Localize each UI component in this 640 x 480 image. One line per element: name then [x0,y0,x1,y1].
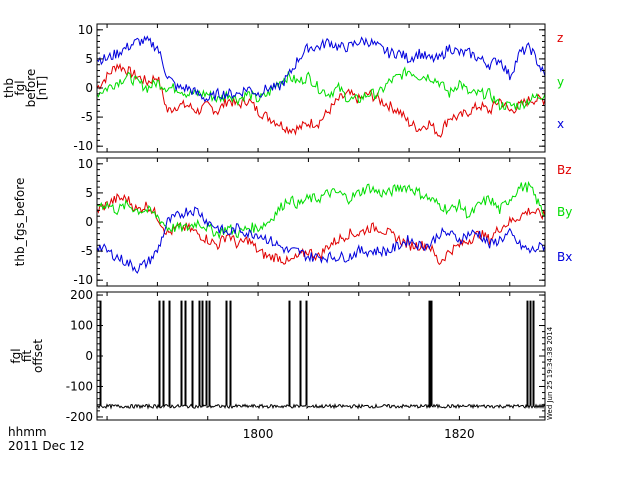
y-axis-label-bottom: fgl [9,348,23,363]
y-tick-label: -200 [66,410,93,424]
legend-item-By: By [557,205,572,219]
y-tick-label: 5 [85,52,93,66]
date-label: 2011 Dec 12 [8,439,85,453]
series-line-middle-By [96,180,546,240]
y-tick-label: 0 [85,215,93,229]
y-tick-label: 10 [78,157,93,171]
y-tick-label: -100 [66,379,93,393]
y-tick-label: 200 [70,288,93,302]
y-tick-label: -5 [81,244,93,258]
y-tick-label: -10 [73,139,93,153]
y-axis-label-top: before [24,69,38,108]
series-line-middle-Bx [96,206,546,274]
y-tick-label: 0 [85,349,93,363]
legend-item-x: x [557,117,564,131]
timestamp-label: Wed Jun 25 19:34:38 2014 [546,326,554,420]
y-tick-label: 100 [70,319,93,333]
y-axis-label-top: [nT] [35,76,49,100]
y-tick-label: 5 [85,186,93,200]
series-line-top-z [96,62,546,138]
legend-item-Bx: Bx [557,250,572,264]
y-tick-label: -5 [81,110,93,124]
y-tick-label: 10 [78,23,93,37]
series-line-bottom-0 [96,300,546,410]
legend-item-y: y [557,75,564,89]
series-line-middle-Bz [96,193,546,266]
y-axis-label-bottom: offset [31,339,45,373]
plot-frame-middle [96,157,546,287]
legend-item-Bz: Bz [557,163,572,177]
time-format-label: hhmm [8,425,47,439]
y-tick-label: -10 [73,273,93,287]
series-line-top-y [96,66,546,111]
series-line-top-x [96,35,546,103]
legend-item-z: z [557,31,563,45]
panel-middle: -10 -5 0 5 10 thb_fgs_before Bz By Bx [13,157,572,287]
x-tick-label: 1800 [243,427,274,441]
y-axis-label-middle: thb_fgs_before [13,178,27,267]
x-tick-label: 1820 [444,427,475,441]
y-axis-label-top: thb [2,78,16,98]
y-axis-label-top: fgl [13,80,27,95]
y-tick-label: 0 [85,81,93,95]
y-axis-label-bottom: fit [20,350,34,363]
